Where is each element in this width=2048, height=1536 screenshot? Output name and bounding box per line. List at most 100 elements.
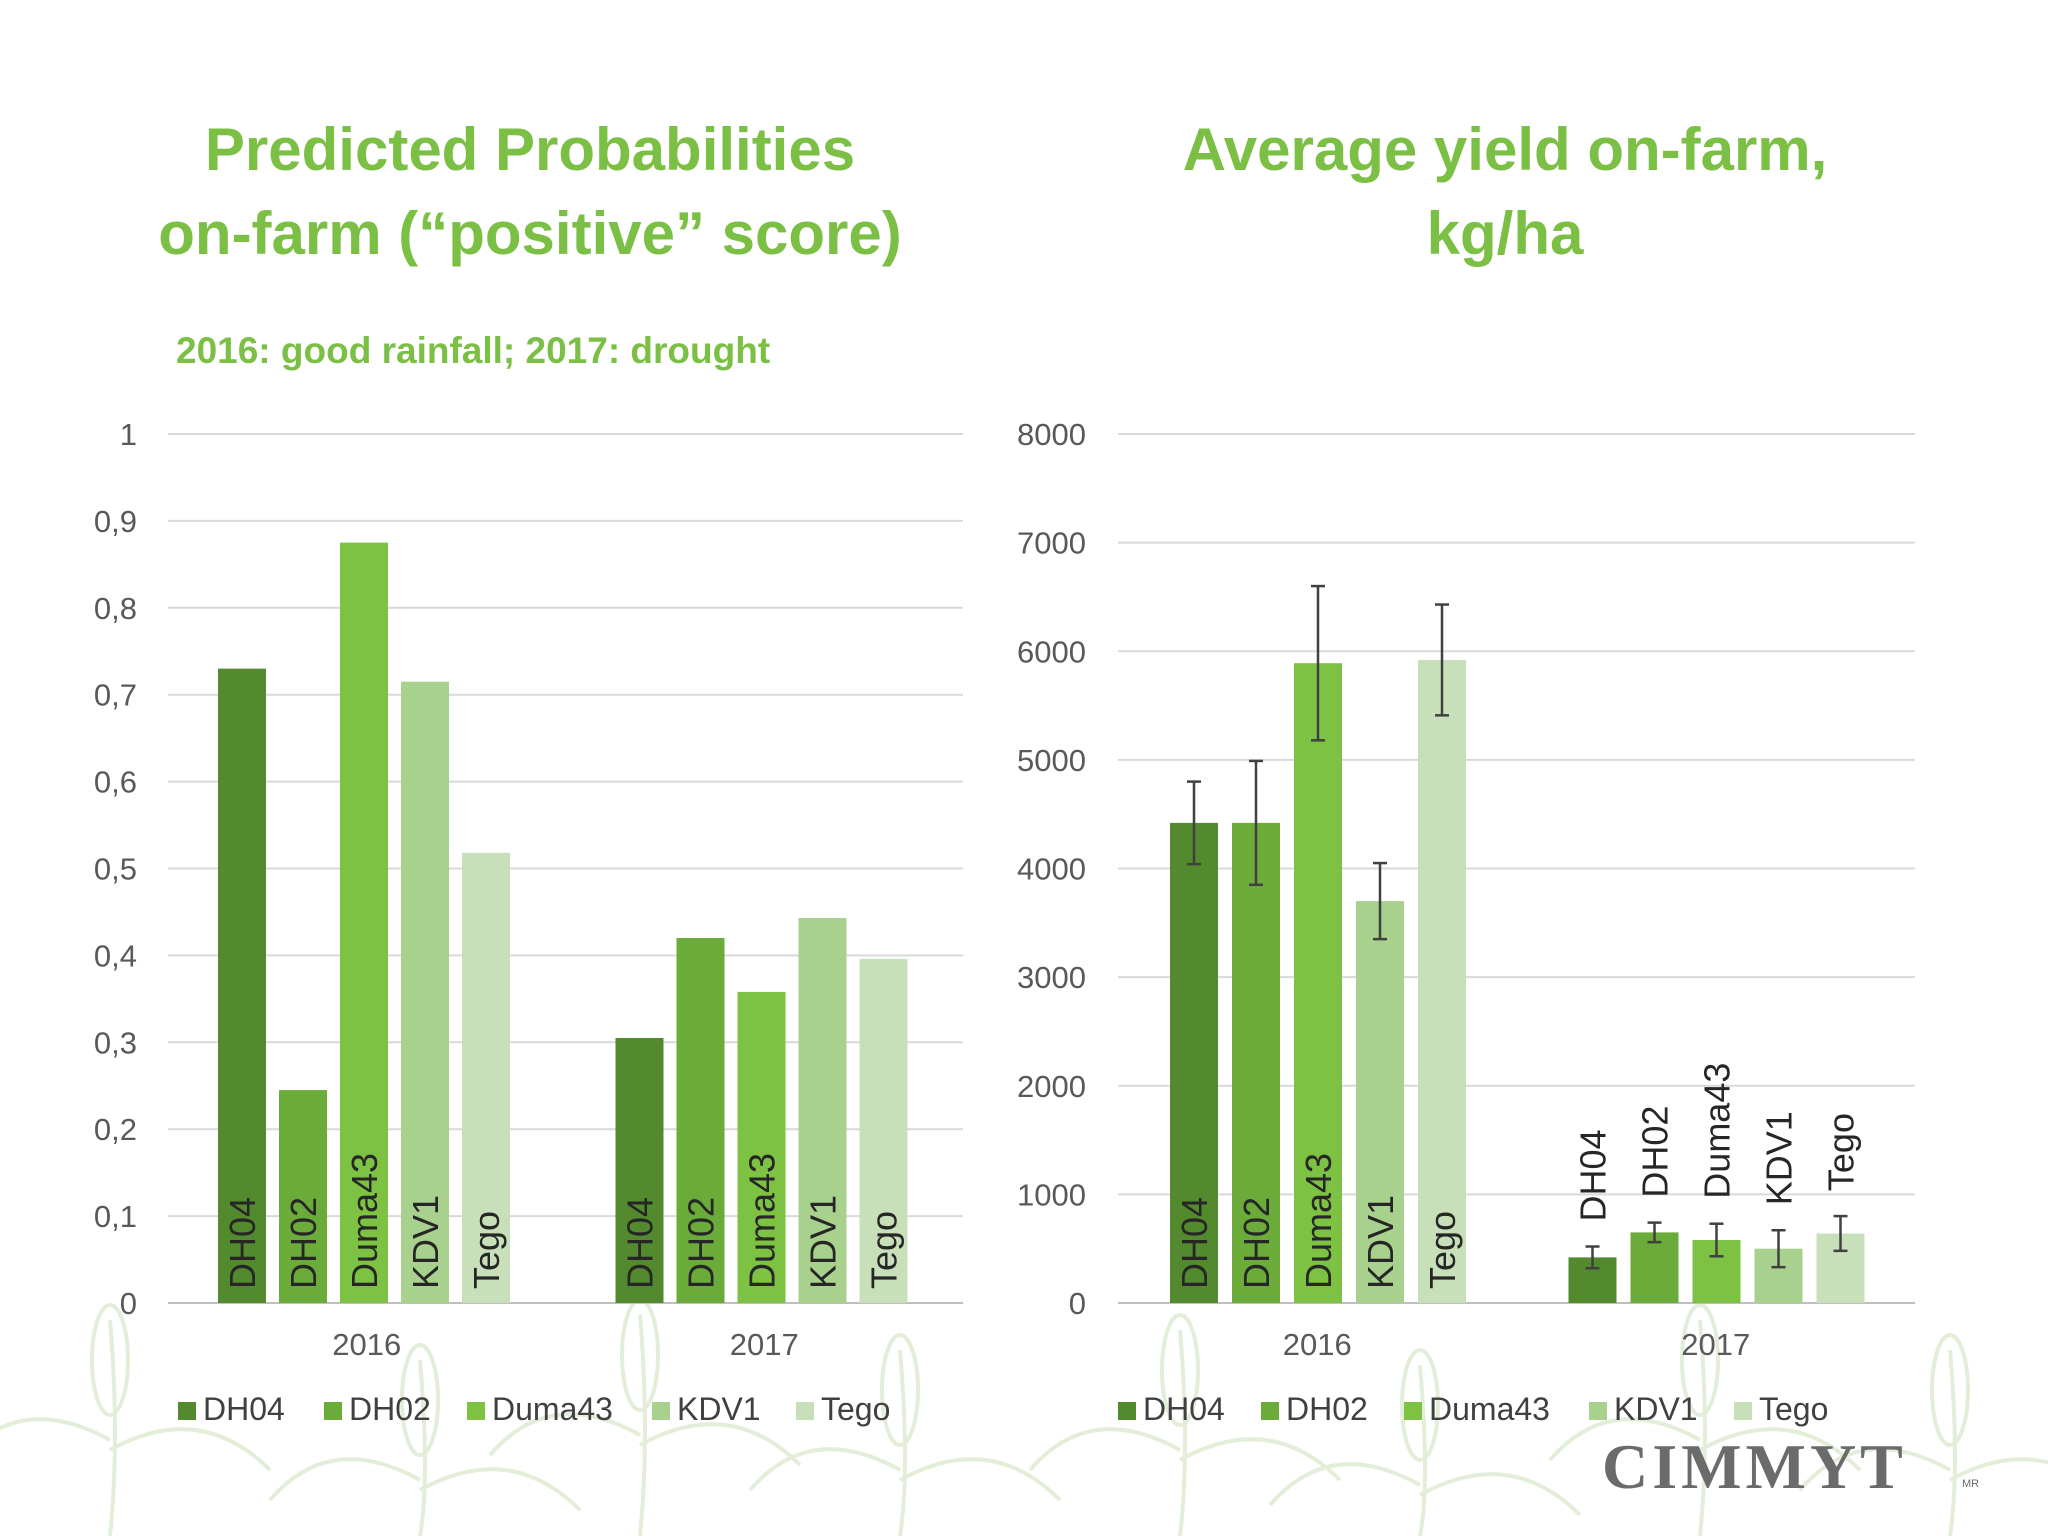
legend-item-dh04: DH04 xyxy=(1118,1391,1225,1427)
legend-item-duma43: Duma43 xyxy=(467,1391,613,1427)
legend-label: KDV1 xyxy=(1614,1391,1698,1427)
x-category-label: 2016 xyxy=(332,1327,401,1362)
bar-tego-2016 xyxy=(462,852,510,1303)
crop-leaf xyxy=(0,1417,111,1442)
bar-data-label: Tego xyxy=(466,1211,507,1289)
legend-label: DH02 xyxy=(1286,1391,1368,1427)
right-title-line2: kg/ha xyxy=(1426,200,1584,267)
crop-leaf xyxy=(488,1412,641,1457)
bar-tego-2016 xyxy=(1418,659,1466,1303)
bar-kdv1-2017 xyxy=(798,918,847,1303)
bar-data-label: DH02 xyxy=(1635,1106,1676,1198)
crop-leaf xyxy=(1798,1447,1951,1492)
bar-kdv1-2016 xyxy=(1356,901,1404,1303)
crop-cob xyxy=(1680,1303,1720,1417)
cimmyt-logo-mark: MR xyxy=(1962,1478,1980,1490)
y-tick-label: 0,9 xyxy=(94,504,137,539)
crop-stem xyxy=(638,1314,647,1536)
y-tick-label: 7000 xyxy=(1017,526,1086,561)
bar-duma43-2017 xyxy=(737,991,786,1303)
legend-label: Duma43 xyxy=(492,1391,613,1427)
y-tick-label: 0,3 xyxy=(94,1025,137,1060)
chart-subtitle: 2016: good rainfall; 2017: drought xyxy=(176,330,771,371)
legend-label: Tego xyxy=(1759,1391,1828,1427)
bar-data-label: DH04 xyxy=(1174,1197,1215,1289)
legend-label: DH02 xyxy=(349,1391,431,1427)
y-tick-label: 1 xyxy=(120,417,137,452)
crop-stem xyxy=(1948,1349,1957,1536)
left-chart-title: Predicted Probabilities on-farm (“positi… xyxy=(60,108,1000,276)
legend-swatch xyxy=(178,1402,196,1420)
bar-data-label: Tego xyxy=(1422,1211,1463,1289)
legend-item-dh02: DH02 xyxy=(324,1391,431,1427)
crop-sketch xyxy=(1268,1348,1582,1536)
bar-data-label: DH04 xyxy=(222,1197,263,1289)
crop-sketch xyxy=(748,1333,1062,1536)
bar-duma43-2016 xyxy=(1294,663,1342,1303)
crop-sketch xyxy=(1798,1333,2048,1536)
crop-leaf xyxy=(639,1422,802,1467)
legend-swatch xyxy=(1261,1402,1279,1420)
x-category-label: 2017 xyxy=(1681,1327,1750,1362)
bar-data-label: Duma43 xyxy=(1697,1063,1738,1199)
y-tick-label: 3000 xyxy=(1017,960,1086,995)
bar-data-label: KDV1 xyxy=(1759,1111,1800,1205)
y-tick-label: 8000 xyxy=(1017,417,1086,452)
crop-cob xyxy=(1400,1348,1440,1462)
legend-swatch xyxy=(1589,1402,1607,1420)
y-tick-label: 4000 xyxy=(1017,852,1086,887)
crop-stem xyxy=(1418,1364,1427,1536)
bar-data-label: Duma43 xyxy=(344,1153,385,1289)
crop-leaf xyxy=(1268,1462,1421,1507)
crop-leaf xyxy=(1179,1437,1342,1482)
bar-data-label: Tego xyxy=(864,1211,905,1289)
bar-kdv1-2016 xyxy=(401,681,449,1303)
y-tick-label: 0,1 xyxy=(94,1199,137,1234)
y-tick-label: 0,5 xyxy=(94,852,137,887)
bar-data-label: DH02 xyxy=(1236,1197,1277,1289)
bar-tego-2017 xyxy=(859,958,908,1303)
bar-dh04-2017 xyxy=(615,1037,664,1303)
bar-dh04-2016 xyxy=(1170,822,1218,1303)
crop-leaf xyxy=(268,1457,421,1502)
legend-swatch xyxy=(1734,1402,1752,1420)
bar-dh02-2017 xyxy=(1630,1232,1679,1303)
legend-label: DH04 xyxy=(1143,1391,1225,1427)
legend-item-tego: Tego xyxy=(1734,1391,1828,1427)
legend-item-duma43: Duma43 xyxy=(1404,1391,1550,1427)
x-category-label: 2016 xyxy=(1283,1327,1352,1362)
bar-data-label: DH04 xyxy=(1573,1129,1614,1221)
legend-item-dh04: DH04 xyxy=(178,1391,285,1427)
legend-item-tego: Tego xyxy=(796,1391,890,1427)
legend-item-kdv1: KDV1 xyxy=(652,1391,761,1427)
bar-data-label: Duma43 xyxy=(742,1153,783,1289)
legend-swatch xyxy=(324,1402,342,1420)
bar-data-label: DH02 xyxy=(283,1197,324,1289)
legend-item-dh02: DH02 xyxy=(1261,1391,1368,1427)
legend-swatch xyxy=(1404,1402,1422,1420)
bar-data-label: Tego xyxy=(1821,1113,1862,1191)
legend-label: KDV1 xyxy=(677,1391,761,1427)
crop-stem xyxy=(418,1359,427,1536)
left-title-line1: Predicted Probabilities xyxy=(204,116,856,183)
bar-data-label: DH02 xyxy=(681,1197,722,1289)
y-tick-label: 1000 xyxy=(1017,1177,1086,1212)
legend-swatch xyxy=(1118,1402,1136,1420)
crop-stem xyxy=(108,1319,117,1536)
crop-leaf xyxy=(419,1467,582,1512)
bar-data-label: DH04 xyxy=(620,1197,661,1289)
crop-cob xyxy=(1160,1313,1200,1427)
crop-leaf xyxy=(1949,1457,2048,1482)
bar-dh02-2017 xyxy=(676,938,725,1303)
crop-sketch xyxy=(0,1303,272,1536)
bar-data-label: KDV1 xyxy=(803,1195,844,1289)
crop-sketch xyxy=(268,1343,582,1536)
y-tick-label: 0 xyxy=(120,1286,137,1321)
legend-item-kdv1: KDV1 xyxy=(1589,1391,1698,1427)
bar-dh02-2016 xyxy=(279,1090,327,1303)
crop-cob xyxy=(90,1303,130,1417)
y-tick-label: 0,4 xyxy=(94,938,137,973)
